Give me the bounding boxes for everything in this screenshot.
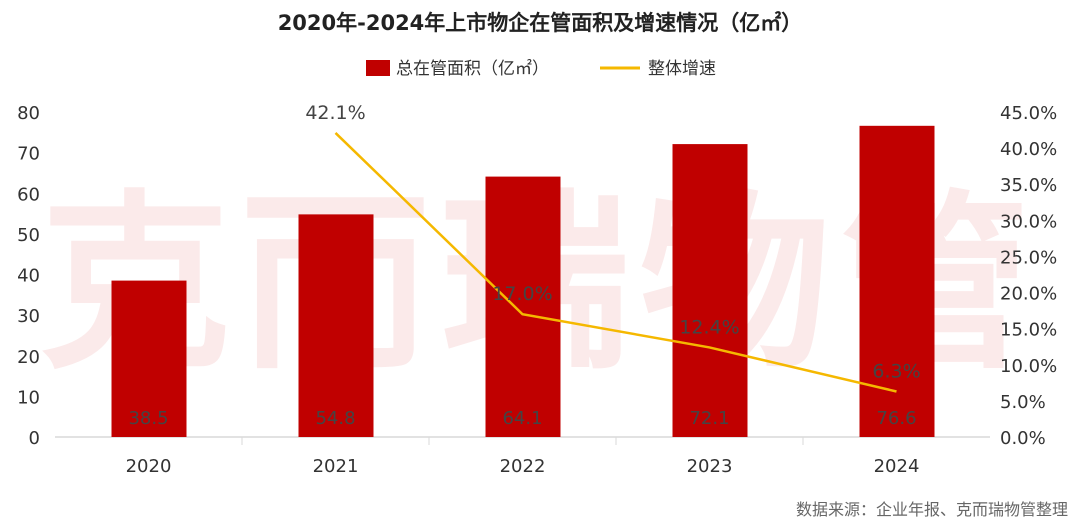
growth-line bbox=[334, 132, 897, 393]
bar-data-label: 64.1 bbox=[502, 408, 542, 429]
chart-title: 2020年-2024年上市物企在管面积及增速情况（亿㎡） bbox=[278, 11, 803, 35]
legend-bar-swatch bbox=[366, 60, 390, 76]
y-right-tick-label: 5.0% bbox=[1000, 392, 1046, 413]
line-data-label: 12.4% bbox=[679, 316, 739, 338]
bar-data-label: 54.8 bbox=[315, 408, 355, 429]
y-left-tick-label: 60 bbox=[17, 184, 40, 205]
y-right-tick-label: 10.0% bbox=[1000, 356, 1057, 377]
line-data-label: 17.0% bbox=[492, 283, 552, 305]
x-tick-label: 2022 bbox=[500, 456, 546, 477]
bar bbox=[111, 280, 187, 437]
y-left-tick-label: 20 bbox=[17, 347, 40, 368]
x-tick-label: 2024 bbox=[874, 456, 920, 477]
bar bbox=[485, 176, 561, 437]
y-right-tick-label: 20.0% bbox=[1000, 284, 1057, 305]
y-left-tick-label: 40 bbox=[17, 266, 40, 287]
y-right-tick-label: 15.0% bbox=[1000, 320, 1057, 341]
x-tick-label: 2020 bbox=[126, 456, 172, 477]
legend-bar-label: 总在管面积（亿㎡） bbox=[396, 59, 549, 79]
line-data-label: 6.3% bbox=[872, 361, 920, 383]
x-tick-label: 2023 bbox=[687, 456, 733, 477]
legend: 总在管面积（亿㎡） 整体增速 bbox=[366, 59, 716, 79]
bar-data-label: 72.1 bbox=[689, 408, 729, 429]
source-note: 数据来源：企业年报、克而瑞物管整理 bbox=[796, 500, 1068, 519]
y-right-tick-label: 40.0% bbox=[1000, 139, 1057, 160]
y-left-tick-label: 10 bbox=[17, 387, 40, 408]
bar bbox=[672, 144, 748, 437]
y-left-tick-label: 50 bbox=[17, 225, 40, 246]
y-right-tick-label: 35.0% bbox=[1000, 175, 1057, 196]
y-left-tick-label: 70 bbox=[17, 144, 40, 165]
y-right-tick-label: 25.0% bbox=[1000, 247, 1057, 268]
bar bbox=[298, 214, 374, 437]
legend-line-label: 整体增速 bbox=[648, 59, 716, 79]
x-tick-label: 2021 bbox=[313, 456, 359, 477]
bar-data-label: 38.5 bbox=[128, 408, 168, 429]
y-left-tick-label: 0 bbox=[29, 428, 40, 449]
bar bbox=[859, 125, 935, 437]
y-left-tick-label: 80 bbox=[17, 103, 40, 124]
y-left-tick-label: 30 bbox=[17, 306, 40, 327]
y-right-tick-label: 45.0% bbox=[1000, 103, 1057, 124]
bar-data-label: 76.6 bbox=[876, 408, 916, 429]
y-right-tick-label: 0.0% bbox=[1000, 428, 1046, 449]
y-right-tick-label: 30.0% bbox=[1000, 211, 1057, 232]
line-data-label: 42.1% bbox=[305, 102, 365, 124]
